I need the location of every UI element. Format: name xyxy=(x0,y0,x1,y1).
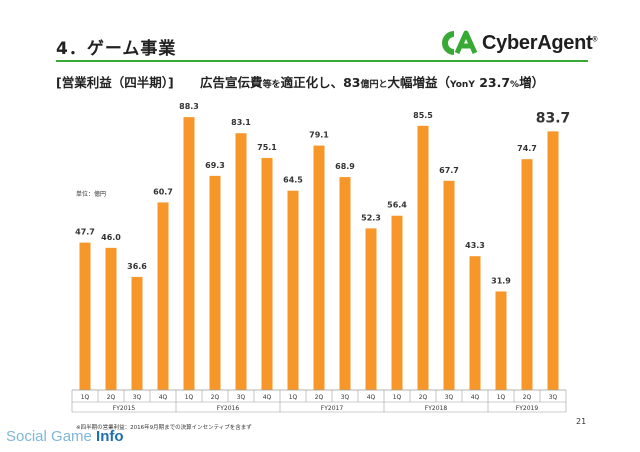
x-tick-label: 2Q xyxy=(107,394,116,401)
x-tick-label: 4Q xyxy=(471,394,480,401)
x-group-label: FY2015 xyxy=(113,405,136,412)
bar-value-label: 88.3 xyxy=(179,102,199,111)
watermark-text-info: Info xyxy=(96,428,124,445)
x-group-label: FY2018 xyxy=(425,405,448,412)
bar-value-label: 68.9 xyxy=(335,162,355,171)
x-tick-label: 4Q xyxy=(263,394,272,401)
bar-value-label: 52.3 xyxy=(361,213,381,222)
footnote: ※四半期の営業利益：2016年9月期までの決算インセンティブを含まず xyxy=(76,425,252,431)
bar xyxy=(105,247,117,390)
headline-text-b: 等を xyxy=(262,80,281,90)
x-tick-label: 4Q xyxy=(367,394,376,401)
bar xyxy=(261,157,273,390)
x-tick-label: 1Q xyxy=(289,394,298,401)
headline-text-g: YonY xyxy=(450,80,475,90)
cyberagent-logo: CyberAgent® xyxy=(440,30,598,56)
x-tick-label: 2Q xyxy=(211,394,220,401)
bar xyxy=(495,291,507,390)
headline-text-c: 適正化し、83 xyxy=(280,75,361,90)
bar-value-label: 47.7 xyxy=(75,228,95,237)
bar-value-label: 56.4 xyxy=(387,201,407,210)
bar xyxy=(521,159,533,390)
unit-label: 単位：億円 xyxy=(76,191,107,198)
bar-value-label: 60.7 xyxy=(153,187,173,196)
bar-value-label: 75.1 xyxy=(257,143,277,152)
x-tick-label: 3Q xyxy=(133,394,142,401)
bar xyxy=(287,190,299,390)
x-tick-label: 3Q xyxy=(237,394,246,401)
bar-value-label: 46.0 xyxy=(101,233,121,242)
bar xyxy=(313,145,325,390)
title-divider xyxy=(56,60,588,62)
headline-segment-label: [営業利益（四半期）] xyxy=(56,75,174,90)
bar xyxy=(183,117,195,390)
bar-value-label: 31.9 xyxy=(491,276,511,285)
bar xyxy=(417,125,429,391)
x-tick-label: 3Q xyxy=(341,394,350,401)
x-group-label: FY2016 xyxy=(217,405,240,412)
bar xyxy=(339,177,351,390)
bar-value-label: 79.1 xyxy=(309,131,329,140)
bar-value-label: 74.7 xyxy=(517,144,537,153)
x-tick-label: 1Q xyxy=(393,394,402,401)
watermark: Social Game Info xyxy=(6,428,124,445)
headline: [営業利益（四半期）] 広告宣伝費等を適正化し、83億円と大幅増益（YonY 2… xyxy=(56,72,600,91)
section-title: 4．ゲーム事業 xyxy=(56,39,177,59)
x-group-label: FY2017 xyxy=(321,405,344,412)
headline-text-f: 大幅増益（ xyxy=(387,75,451,90)
page-number: 21 xyxy=(576,417,587,426)
x-tick-label: 4Q xyxy=(159,394,168,401)
bar xyxy=(209,175,221,390)
bar xyxy=(443,180,455,390)
bar xyxy=(469,256,481,390)
x-tick-label: 3Q xyxy=(549,394,558,401)
bar xyxy=(365,228,377,390)
bar xyxy=(157,202,169,390)
x-tick-label: 1Q xyxy=(185,394,194,401)
x-tick-label: 1Q xyxy=(81,394,90,401)
x-tick-label: 2Q xyxy=(523,394,532,401)
x-tick-label: 2Q xyxy=(419,394,428,401)
bar-value-label: 43.3 xyxy=(465,241,485,250)
bar-value-label: 64.5 xyxy=(283,176,303,185)
bar-value-label: 67.7 xyxy=(439,166,459,175)
bar xyxy=(391,215,403,390)
x-tick-label: 3Q xyxy=(445,394,454,401)
bar-value-label: 69.3 xyxy=(205,161,225,170)
headline-text-h: 23.7 xyxy=(474,75,511,90)
watermark-text-social-game: Social Game xyxy=(6,428,97,445)
bar xyxy=(79,242,91,390)
headline-text-j: 増） xyxy=(519,75,545,90)
headline-text-d: 億円 xyxy=(360,80,379,90)
bar xyxy=(131,276,143,390)
bar xyxy=(547,131,559,390)
headline-text-e: と xyxy=(378,80,388,90)
x-tick-label: 2Q xyxy=(315,394,324,401)
logo-text: CyberAgent® xyxy=(482,31,598,54)
cyberagent-logo-icon xyxy=(442,30,478,55)
bar-value-label: 83.1 xyxy=(231,118,251,127)
bar xyxy=(235,133,247,390)
bar-value-label: 83.7 xyxy=(536,110,571,126)
x-group-label: FY2019 xyxy=(516,405,539,412)
headline-text-a: 広告宣伝費 xyxy=(200,75,263,90)
headline-text-i: % xyxy=(510,80,520,90)
x-tick-label: 1Q xyxy=(497,394,506,401)
bar-value-label: 85.5 xyxy=(413,111,433,120)
bar-value-label: 36.6 xyxy=(127,262,147,271)
